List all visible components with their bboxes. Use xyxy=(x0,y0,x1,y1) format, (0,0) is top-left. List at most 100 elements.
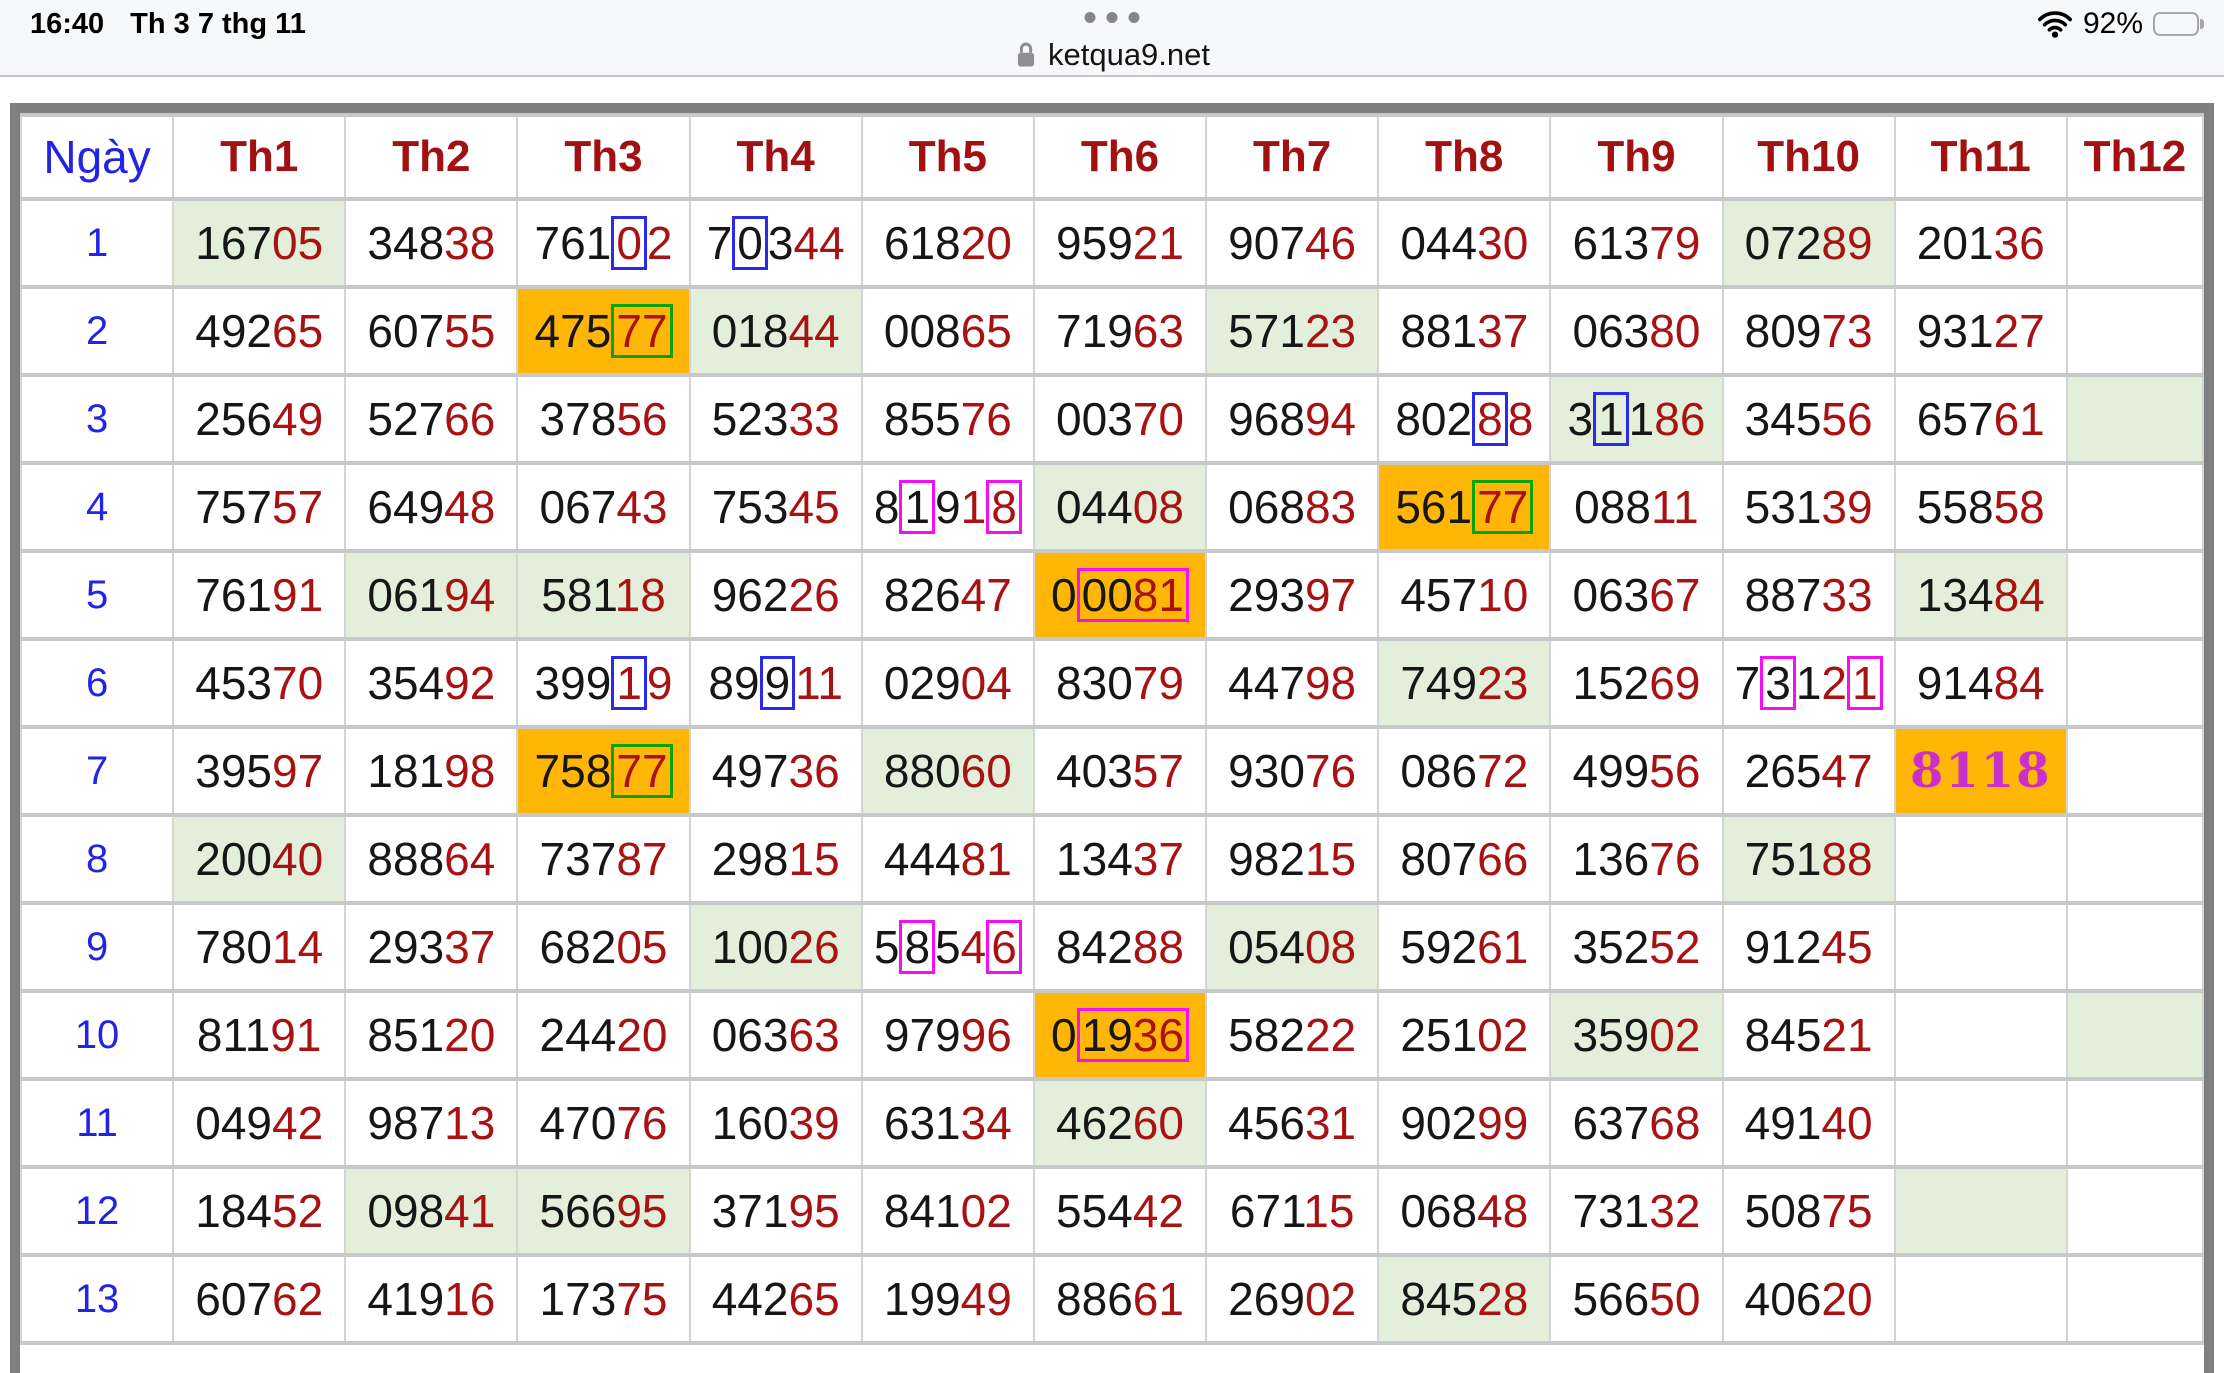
column-header-th4: Th4 xyxy=(690,115,862,199)
result-cell: 73787 xyxy=(517,815,689,903)
column-header-th6: Th6 xyxy=(1034,115,1206,199)
result-cell: 60755 xyxy=(345,287,517,375)
result-cell: 75757 xyxy=(173,463,345,551)
table-row: 1081191851202442006363979960193658222251… xyxy=(21,991,2203,1079)
table-row: 7395971819875877497368806040357930760867… xyxy=(21,727,2203,815)
column-header-th12: Th12 xyxy=(2067,115,2203,199)
result-cell: 71963 xyxy=(1034,287,1206,375)
table-row: 3256495276637856523338557600370968948028… xyxy=(21,375,2203,463)
result-cell: 96894 xyxy=(1206,375,1378,463)
result-cell: 04942 xyxy=(173,1079,345,1167)
table-row: 1104942987134707616039631344626045631902… xyxy=(21,1079,2203,1167)
result-cell: 93127 xyxy=(1895,287,2067,375)
marked-digits: 1 xyxy=(1593,392,1629,446)
result-cell: 58118 xyxy=(517,551,689,639)
result-cell: 90299 xyxy=(1378,1079,1550,1167)
result-cell xyxy=(2067,727,2203,815)
table-row: 4757576494806743753458191804408068835617… xyxy=(21,463,2203,551)
result-cell: 52766 xyxy=(345,375,517,463)
result-cell: 68205 xyxy=(517,903,689,991)
result-cell: 13676 xyxy=(1550,815,1722,903)
result-cell: 84288 xyxy=(1034,903,1206,991)
result-cell: 98215 xyxy=(1206,815,1378,903)
result-cell: 81191 xyxy=(173,991,345,1079)
result-cell xyxy=(2067,991,2203,1079)
result-cell: 40620 xyxy=(1723,1255,1895,1343)
result-cell: 82647 xyxy=(862,551,1034,639)
day-number: 10 xyxy=(21,991,173,1079)
day-number: 8 xyxy=(21,815,173,903)
result-cell: 45370 xyxy=(173,639,345,727)
column-header-th2: Th2 xyxy=(345,115,517,199)
marked-digits: 8 xyxy=(899,920,935,974)
result-cell: 90746 xyxy=(1206,199,1378,287)
result-cell: 18198 xyxy=(345,727,517,815)
day-number: 3 xyxy=(21,375,173,463)
result-cell xyxy=(2067,1167,2203,1255)
result-cell: 84102 xyxy=(862,1167,1034,1255)
result-cell: 73121 xyxy=(1723,639,1895,727)
column-header-th5: Th5 xyxy=(862,115,1034,199)
result-cell: 05408 xyxy=(1206,903,1378,991)
result-cell xyxy=(1895,991,2067,1079)
result-cell: 44798 xyxy=(1206,639,1378,727)
result-cell xyxy=(2067,639,2203,727)
result-cell: 00081 xyxy=(1034,551,1206,639)
result-cell: 25102 xyxy=(1378,991,1550,1079)
result-cell: 06363 xyxy=(690,991,862,1079)
result-cell: 29397 xyxy=(1206,551,1378,639)
result-cell: 41916 xyxy=(345,1255,517,1343)
result-cell: 08672 xyxy=(1378,727,1550,815)
result-cell: 20136 xyxy=(1895,199,2067,287)
address-bar[interactable]: ketqua9.net xyxy=(0,37,2224,73)
result-cell: 04408 xyxy=(1034,463,1206,551)
day-number: 5 xyxy=(21,551,173,639)
result-cell: 01844 xyxy=(690,287,862,375)
table-row: 2492656075547577018440086571963571238813… xyxy=(21,287,2203,375)
result-cell: 75188 xyxy=(1723,815,1895,903)
result-cell: 55442 xyxy=(1034,1167,1206,1255)
result-cell: 74923 xyxy=(1378,639,1550,727)
day-number: 7 xyxy=(21,727,173,815)
marked-digits: 0 xyxy=(611,216,647,270)
header-row: NgàyTh1Th2Th3Th4Th5Th6Th7Th8Th9Th10Th11T… xyxy=(21,115,2203,199)
day-number: 12 xyxy=(21,1167,173,1255)
lock-icon xyxy=(1014,40,1038,70)
dot-icon xyxy=(1107,12,1118,23)
result-cell: 88733 xyxy=(1723,551,1895,639)
result-cell: 29815 xyxy=(690,815,862,903)
result-cell: 67115 xyxy=(1206,1167,1378,1255)
result-cell xyxy=(1895,1255,2067,1343)
result-cell: 53139 xyxy=(1723,463,1895,551)
result-cell: 84528 xyxy=(1378,1255,1550,1343)
result-cell xyxy=(1895,1167,2067,1255)
result-cell: 10026 xyxy=(690,903,862,991)
result-cell: 16039 xyxy=(690,1079,862,1167)
result-cell: 63768 xyxy=(1550,1079,1722,1167)
wifi-icon xyxy=(2037,11,2073,38)
result-cell: 06380 xyxy=(1550,287,1722,375)
result-cell: 91245 xyxy=(1723,903,1895,991)
column-header-th10: Th10 xyxy=(1723,115,1895,199)
day-number: 2 xyxy=(21,287,173,375)
result-cell: 08811 xyxy=(1550,463,1722,551)
result-cell: 88864 xyxy=(345,815,517,903)
result-cell: 97996 xyxy=(862,991,1034,1079)
result-cell: 01936 xyxy=(1034,991,1206,1079)
day-number: 9 xyxy=(21,903,173,991)
result-cell: 15269 xyxy=(1550,639,1722,727)
result-cell: 96226 xyxy=(690,551,862,639)
url-domain: ketqua9.net xyxy=(1048,37,1210,73)
result-cell xyxy=(2067,1079,2203,1167)
result-cell: 47577 xyxy=(517,287,689,375)
result-cell: 50875 xyxy=(1723,1167,1895,1255)
result-cell: 95921 xyxy=(1034,199,1206,287)
result-cell: 88137 xyxy=(1378,287,1550,375)
result-cell: 81918 xyxy=(862,463,1034,551)
page-dots-icon[interactable] xyxy=(1085,12,1140,23)
result-cell: 83079 xyxy=(1034,639,1206,727)
result-cell: 04430 xyxy=(1378,199,1550,287)
result-cell: 58222 xyxy=(1206,991,1378,1079)
result-cell: 44265 xyxy=(690,1255,862,1343)
result-cell: 85576 xyxy=(862,375,1034,463)
